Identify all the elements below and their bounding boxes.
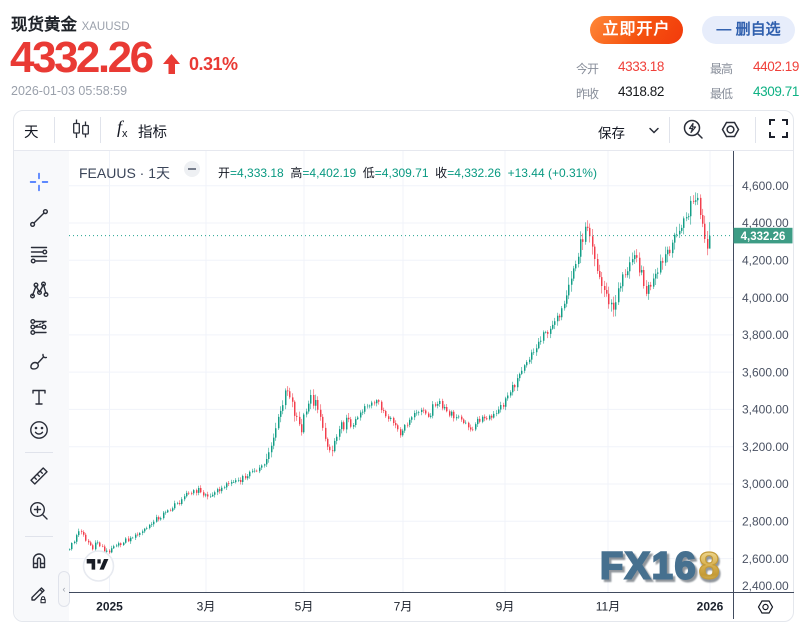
svg-text:3月: 3月 [197, 600, 216, 614]
svg-text:4,400.00: 4,400.00 [742, 216, 789, 230]
svg-text:3,400.00: 3,400.00 [742, 403, 789, 417]
svg-text:2026: 2026 [697, 600, 724, 614]
svg-text:3,200.00: 3,200.00 [742, 440, 789, 454]
svg-text:9月: 9月 [496, 600, 515, 614]
svg-text:2025: 2025 [96, 600, 123, 614]
svg-text:3,800.00: 3,800.00 [742, 328, 789, 342]
svg-text:4,200.00: 4,200.00 [742, 254, 789, 268]
svg-text:5月: 5月 [295, 600, 314, 614]
svg-text:FX168: FX168 [602, 548, 722, 590]
svg-text:2,800.00: 2,800.00 [742, 515, 789, 529]
svg-text:4,332.26: 4,332.26 [741, 231, 786, 243]
svg-text:4,600.00: 4,600.00 [742, 179, 789, 193]
svg-text:3,600.00: 3,600.00 [742, 365, 789, 379]
svg-text:11月: 11月 [596, 600, 620, 614]
svg-text:8: 8 [699, 546, 722, 588]
svg-text:3,000.00: 3,000.00 [742, 477, 789, 491]
svg-text:2,600.00: 2,600.00 [742, 552, 789, 566]
svg-text:2,400.00: 2,400.00 [742, 579, 789, 593]
svg-text:FX16: FX16 [600, 546, 697, 588]
svg-text:7月: 7月 [394, 600, 413, 614]
svg-text:4,000.00: 4,000.00 [742, 291, 789, 305]
